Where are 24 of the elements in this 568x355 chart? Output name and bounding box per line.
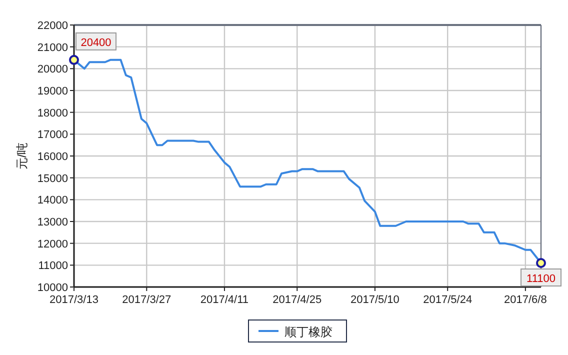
y-tick-label: 14000 bbox=[37, 194, 68, 207]
y-tick-label: 22000 bbox=[37, 20, 68, 32]
y-tick-label: 19000 bbox=[37, 86, 68, 98]
y-tick-label: 17000 bbox=[37, 129, 68, 142]
legend-label: 顺丁橡胶 bbox=[284, 325, 332, 339]
y-tick-label: 11000 bbox=[38, 260, 68, 272]
y-tick-label: 15000 bbox=[37, 172, 68, 185]
y-tick-label: 13000 bbox=[37, 216, 68, 228]
annotation: 11100 bbox=[526, 272, 556, 285]
y-tick-label: 21000 bbox=[37, 42, 68, 54]
y-tick-label: 18000 bbox=[37, 107, 68, 120]
x-tick-label: 2017/3/13 bbox=[50, 294, 98, 306]
x-tick-label: 2017/5/10 bbox=[350, 294, 400, 306]
y-tick-label: 16000 bbox=[37, 151, 68, 163]
annotation: 20400 bbox=[80, 36, 112, 49]
y-tick-label: 12000 bbox=[37, 238, 68, 250]
x-tick-label: 2017/4/11 bbox=[200, 294, 249, 306]
y-axis-title: 元/吨 bbox=[15, 142, 29, 170]
x-tick-label: 2017/4/25 bbox=[272, 294, 322, 306]
y-tick-label: 10000 bbox=[37, 282, 68, 294]
x-tick-label: 2017/6/8 bbox=[504, 294, 547, 306]
y-tick-label: 20000 bbox=[37, 64, 68, 76]
x-tick-label: 2017/5/24 bbox=[423, 294, 472, 306]
x-tick-label: 2017/3/27 bbox=[122, 294, 172, 306]
